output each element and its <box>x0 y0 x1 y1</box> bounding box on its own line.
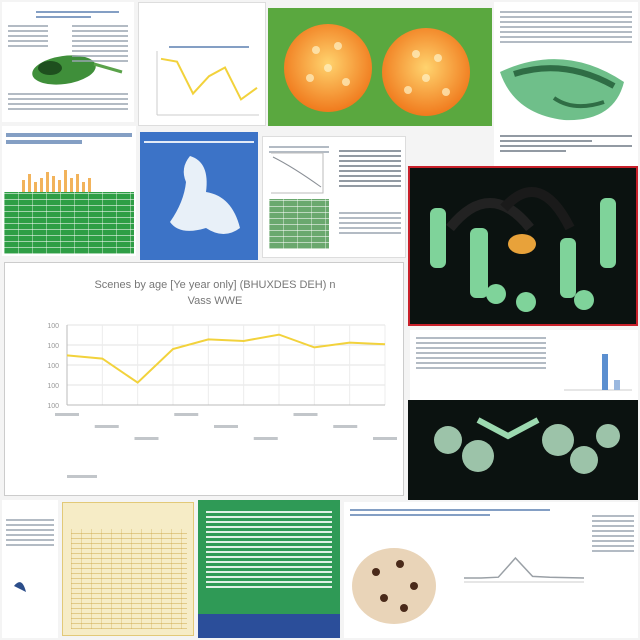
tile-leaf-specimen <box>2 2 134 122</box>
tile-doc-small <box>2 500 58 638</box>
tile-green-document <box>198 500 340 638</box>
tile-seed-chart <box>344 502 638 638</box>
y-tick-label: 100 <box>47 343 59 350</box>
series-line <box>66 333 386 384</box>
tile-figure-render <box>140 132 258 260</box>
tile-pod-figure <box>494 2 638 166</box>
series-line <box>464 556 585 579</box>
x-tick-label <box>253 437 278 440</box>
tile-pollen-photo <box>268 8 492 126</box>
x-tick-label <box>373 437 397 440</box>
green-data-table <box>4 192 134 254</box>
chart-subtitle: Vass WWE <box>187 295 243 307</box>
pollen-icon <box>284 24 470 116</box>
series-line <box>160 57 258 101</box>
main-line-chart: 100 100 100 100 100 <box>47 323 397 478</box>
tile-root-micrograph <box>408 166 638 326</box>
tile-document-stack <box>262 136 406 258</box>
small-line-chart <box>156 51 259 116</box>
y-tick-label: 100 <box>47 363 59 370</box>
x-tick-label <box>174 413 199 416</box>
mini-bar-chart <box>564 354 632 391</box>
tile-small-line-chart <box>138 2 266 126</box>
x-tick-label <box>94 425 119 428</box>
y-tick-label: 100 <box>47 323 59 330</box>
cell-icon <box>434 417 620 474</box>
y-tick-label: 100 <box>47 403 59 410</box>
x-tick-label <box>67 475 97 478</box>
x-tick-label <box>333 425 358 428</box>
main-chart-panel: Scenes by age [Ye year only] (BHUXDES DE… <box>4 262 404 496</box>
tile-yellow-table <box>62 502 194 636</box>
tile-cell-micrograph <box>408 400 638 500</box>
x-tick-label <box>214 425 238 428</box>
seed-icon <box>352 548 436 624</box>
x-tick-label <box>55 413 79 416</box>
pod-icon <box>500 59 624 121</box>
leaf-icon <box>32 55 123 85</box>
tile-green-table <box>2 126 136 256</box>
x-tick-label <box>293 413 318 416</box>
root-icon <box>430 187 616 312</box>
bottom-line-chart <box>464 556 585 583</box>
tile-text-barchart <box>410 330 638 400</box>
y-tick-label: 100 <box>47 383 59 390</box>
figure-icon <box>170 156 240 234</box>
chart-title: Scenes by age [Ye year only] (BHUXDES DE… <box>94 279 336 291</box>
x-tick-label <box>134 437 159 440</box>
